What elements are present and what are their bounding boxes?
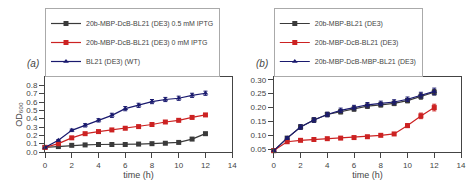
svg-text:0.25: 0.25 xyxy=(251,89,267,98)
svg-text:0.7: 0.7 xyxy=(26,89,38,98)
svg-text:0.1: 0.1 xyxy=(26,139,38,148)
svg-text:14: 14 xyxy=(228,161,237,170)
svg-text:8: 8 xyxy=(379,161,384,170)
svg-text:2: 2 xyxy=(70,161,75,170)
svg-text:10: 10 xyxy=(403,161,412,170)
svg-text:0.6: 0.6 xyxy=(26,98,38,107)
svg-text:20b-MBP-DcB-BL21 (DE3) 0.5 mM: 20b-MBP-DcB-BL21 (DE3) 0.5 mM IPTG xyxy=(86,20,213,28)
svg-text:0.4: 0.4 xyxy=(26,114,38,123)
svg-text:4: 4 xyxy=(96,161,101,170)
svg-text:12: 12 xyxy=(430,161,439,170)
svg-text:14: 14 xyxy=(457,161,466,170)
svg-text:(b): (b) xyxy=(256,58,268,69)
svg-text:20b-MBP-DcB-BL21 (DE3): 20b-MBP-DcB-BL21 (DE3) xyxy=(315,39,399,47)
svg-text:(a): (a) xyxy=(27,58,39,69)
svg-text:0.05: 0.05 xyxy=(251,145,267,154)
svg-text:0: 0 xyxy=(43,161,48,170)
svg-text:0.0: 0.0 xyxy=(26,148,38,157)
svg-text:12: 12 xyxy=(201,161,210,170)
svg-text:6: 6 xyxy=(352,161,357,170)
svg-text:20b-MBP-DcB-BL21 (DE3) 0 mM IP: 20b-MBP-DcB-BL21 (DE3) 0 mM IPTG xyxy=(86,39,207,47)
svg-text:0.8: 0.8 xyxy=(26,81,38,90)
svg-text:20b-MBP-DcB-MBP-BL21 (DE3): 20b-MBP-DcB-MBP-BL21 (DE3) xyxy=(315,58,416,66)
svg-text:time (h): time (h) xyxy=(123,170,154,180)
svg-text:10: 10 xyxy=(174,161,183,170)
svg-text:0.10: 0.10 xyxy=(251,131,267,140)
svg-text:0.5: 0.5 xyxy=(26,106,38,115)
svg-text:4: 4 xyxy=(325,161,330,170)
svg-text:0.2: 0.2 xyxy=(26,131,38,140)
svg-text:20b-MBP-BL21 (DE3): 20b-MBP-BL21 (DE3) xyxy=(315,20,383,28)
svg-text:0.15: 0.15 xyxy=(251,117,267,126)
svg-text:time (h): time (h) xyxy=(352,170,383,180)
svg-text:0.30: 0.30 xyxy=(251,76,267,85)
svg-text:8: 8 xyxy=(150,161,155,170)
svg-text:0.3: 0.3 xyxy=(26,123,38,132)
svg-text:6: 6 xyxy=(123,161,128,170)
svg-text:BL21 (DE3) (WT): BL21 (DE3) (WT) xyxy=(86,58,140,66)
svg-text:0.20: 0.20 xyxy=(251,103,267,112)
svg-text:OD₆₀₀: OD₆₀₀ xyxy=(14,102,24,127)
svg-text:0: 0 xyxy=(272,161,277,170)
svg-text:2: 2 xyxy=(298,161,303,170)
